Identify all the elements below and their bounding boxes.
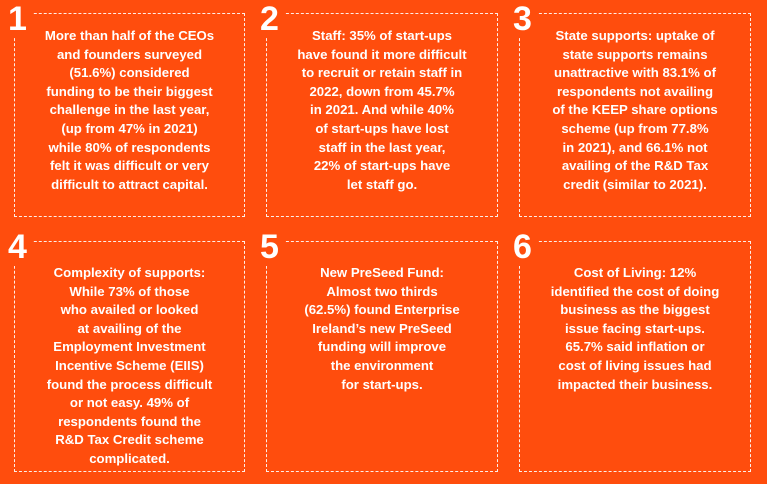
card-number: 2 xyxy=(258,2,285,38)
card-text: Cost of Living: 12% identified the cost … xyxy=(550,265,720,392)
card-text: More than half of the CEOs and founders … xyxy=(44,28,215,192)
stat-card-3 xyxy=(519,13,751,217)
stat-card-1 xyxy=(14,13,245,217)
card-number: 4 xyxy=(6,230,33,266)
card-text: Staff: 35% of start-ups have found it mo… xyxy=(297,28,467,192)
card-number: 5 xyxy=(258,230,285,266)
card-text: Complexity of supports: While 73% of tho… xyxy=(46,265,213,466)
stat-card-2 xyxy=(266,13,498,217)
card-text: New PreSeed Fund: Almost two thirds (62.… xyxy=(304,265,460,392)
stat-card-6 xyxy=(519,241,751,472)
stat-card-4 xyxy=(14,241,245,472)
card-number: 6 xyxy=(511,230,538,266)
card-text: State supports: uptake of state supports… xyxy=(552,28,718,192)
card-number: 1 xyxy=(6,2,33,38)
card-number: 3 xyxy=(511,2,538,38)
stat-card-5 xyxy=(266,241,498,472)
